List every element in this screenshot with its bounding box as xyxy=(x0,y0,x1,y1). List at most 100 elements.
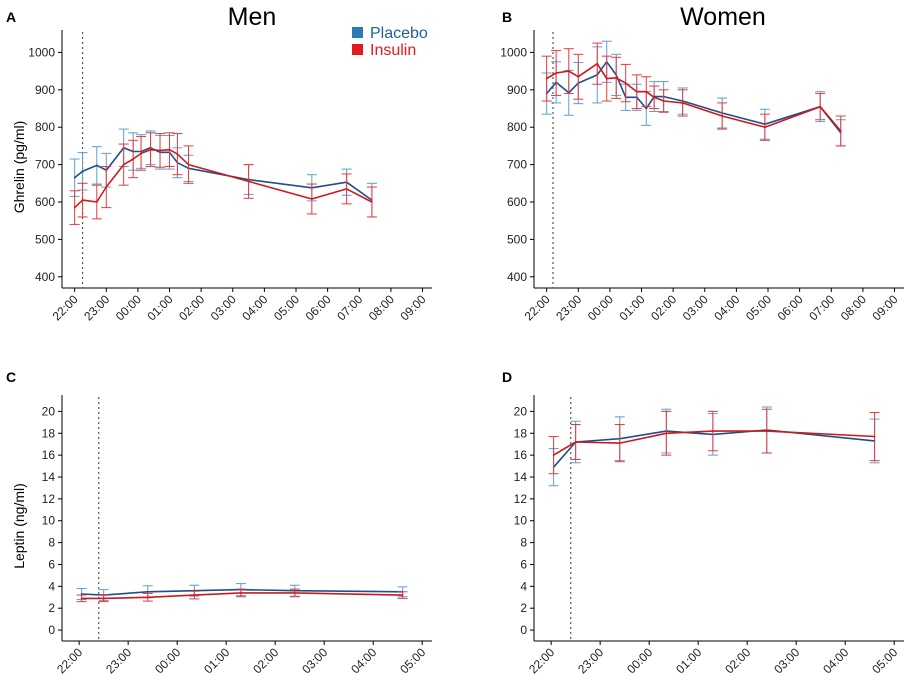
panel-d-ytick-label: 12 xyxy=(514,492,528,506)
panel-a-ytick-label: 600 xyxy=(35,195,55,209)
panel-d-insulin-point xyxy=(765,430,768,432)
panel-b-insulin-point xyxy=(605,77,608,80)
panel-d-xtick-label: 01:00 xyxy=(673,645,704,676)
panel-a-insulin-point xyxy=(187,163,190,166)
legend-label-placebo: Placebo xyxy=(370,25,428,42)
panel-a-xtick-label: 05:00 xyxy=(271,292,302,323)
panel-a-insulin-point xyxy=(311,198,313,200)
panel-b-insulin-point xyxy=(764,126,766,129)
panel-a-insulin-line xyxy=(74,148,373,209)
panel-b-xtick-label: 03:00 xyxy=(680,292,711,323)
column-title-women: Women xyxy=(680,3,766,31)
panel-c-xtick-label: 05:00 xyxy=(397,645,428,676)
panel-b-xtick-label: 01:00 xyxy=(617,292,648,323)
panel-b-xtick-label: 04:00 xyxy=(711,292,742,323)
panel-a-insulin-point xyxy=(247,180,250,183)
panel-b-insulin-point xyxy=(662,100,665,102)
panel-a-xtick-label: 08:00 xyxy=(366,292,397,323)
panel-a-xtick-label: 06:00 xyxy=(303,292,334,323)
panel-a-insulin-point xyxy=(122,163,125,166)
panel-d-xtick-label: 22:00 xyxy=(526,645,557,676)
panel-c-placebo-point xyxy=(146,591,149,593)
legend-swatch-insulin xyxy=(352,44,363,55)
panel-a-xtick-label: 07:00 xyxy=(334,292,365,323)
panel-d-ytick-label: 4 xyxy=(520,579,527,593)
panel-d-ytick-label: 16 xyxy=(514,448,528,462)
panel-a-xtick-label: 01:00 xyxy=(145,292,176,323)
panel-c-placebo-point xyxy=(80,593,83,595)
panel-a-insulin-point xyxy=(176,153,179,155)
panel-b-insulin-point xyxy=(615,77,618,79)
panel-b-insulin-point xyxy=(721,115,723,117)
panel-b-xtick-label: 05:00 xyxy=(743,292,774,323)
panel-a-placebo-point xyxy=(95,164,98,167)
panel-d-insulin-point xyxy=(574,441,577,443)
legend: Placebo Insulin xyxy=(352,25,428,59)
panel-a-insulin-point xyxy=(95,201,98,203)
panel-a-xtick-label: 04:00 xyxy=(239,292,270,323)
panel-c-xtick-label: 23:00 xyxy=(103,645,134,676)
panel-c-ytick-label: 18 xyxy=(42,426,56,440)
panel-b-letter: B xyxy=(502,9,512,25)
panel-a-xtick-label: 22:00 xyxy=(50,292,81,323)
panel-c-ytick-label: 6 xyxy=(48,557,55,571)
panel-a-ytick-label: 1000 xyxy=(28,45,55,59)
panel-a-insulin-point xyxy=(140,152,142,155)
panel-b-insulin-point xyxy=(653,96,655,99)
panel-a-insulin-point xyxy=(168,148,171,151)
panel-b-insulin-point xyxy=(645,90,648,93)
panel-b-insulin-point xyxy=(545,77,548,80)
panel-a-insulin-point xyxy=(73,206,76,209)
legend-label-insulin: Insulin xyxy=(370,42,416,59)
panel-a-insulin-point xyxy=(105,186,108,188)
panel-b-xtick-label: 23:00 xyxy=(553,292,584,323)
panel-d-ytick-label: 10 xyxy=(514,514,528,528)
panel-d-ytick-label: 20 xyxy=(514,404,528,418)
panel-b-insulin-point xyxy=(555,72,557,74)
panel-b-women-ghrelin: B 400 500 600 700 800 900 1000 22:00 23:00 00:00 01… xyxy=(500,9,904,323)
panel-c-insulin-point xyxy=(80,597,83,600)
panel-a-ytick-label: 800 xyxy=(35,120,55,134)
panel-d-insulin-point xyxy=(873,435,876,438)
panel-b-ytick-label: 1000 xyxy=(500,45,527,59)
panel-a-placebo-point xyxy=(81,170,84,173)
panel-b-insulin-point xyxy=(624,82,627,84)
panel-a-letter: A xyxy=(6,9,16,25)
panel-b-insulin-point xyxy=(839,130,842,132)
panel-b-xtick-label: 02:00 xyxy=(648,292,679,323)
panel-a-insulin-point xyxy=(149,148,152,151)
panel-c-ytick-label: 14 xyxy=(42,470,56,484)
panel-d-insulin-point xyxy=(712,430,714,432)
panel-c-ytick-label: 20 xyxy=(42,404,56,418)
panel-a-xtick-label: 03:00 xyxy=(208,292,239,323)
panel-c-xtick-label: 22:00 xyxy=(54,645,85,676)
panel-a-insulin-point xyxy=(159,149,161,152)
panel-b-insulin-point xyxy=(681,102,684,104)
panel-b-placebo-point xyxy=(645,107,648,110)
panel-d-ytick-label: 8 xyxy=(520,536,527,550)
panel-d-ytick-label: 14 xyxy=(514,470,528,484)
panel-a-xtick-label: 23:00 xyxy=(81,292,112,323)
panel-b-xtick-label: 07:00 xyxy=(806,292,837,323)
panel-b-xtick-label: 09:00 xyxy=(869,292,900,323)
panel-b-insulin-point xyxy=(567,70,570,72)
panel-d-insulin-point xyxy=(552,454,555,456)
panel-c-xtick-label: 04:00 xyxy=(348,645,379,676)
panel-c-insulin-point xyxy=(102,597,105,600)
panel-b-ytick-label: 800 xyxy=(507,120,527,134)
panel-d-ytick-label: 2 xyxy=(520,601,527,615)
panel-b-insulin-point xyxy=(635,90,638,93)
panel-c-ylabel: Leptin (ng/ml) xyxy=(11,483,27,569)
panel-a-ytick-label: 400 xyxy=(35,270,55,284)
panel-d-women-leptin: D 0 2 4 6 8 10 12 14 16 18 20 22:00 23:00 00:00 01:00 02… xyxy=(502,369,904,676)
panel-a-xtick-label: 00:00 xyxy=(113,292,144,323)
panel-a-ytick-label: 900 xyxy=(35,83,55,97)
panel-b-ytick-label: 400 xyxy=(507,270,527,284)
panel-a-insulin-point xyxy=(345,188,348,190)
panel-b-ytick-label: 500 xyxy=(507,232,527,246)
panel-b-xtick-label: 00:00 xyxy=(585,292,616,323)
panel-a-ylabel: Ghrelin (pg/ml) xyxy=(11,121,27,214)
panel-c-ytick-label: 2 xyxy=(48,601,55,615)
panel-c-xtick-label: 00:00 xyxy=(152,645,183,676)
